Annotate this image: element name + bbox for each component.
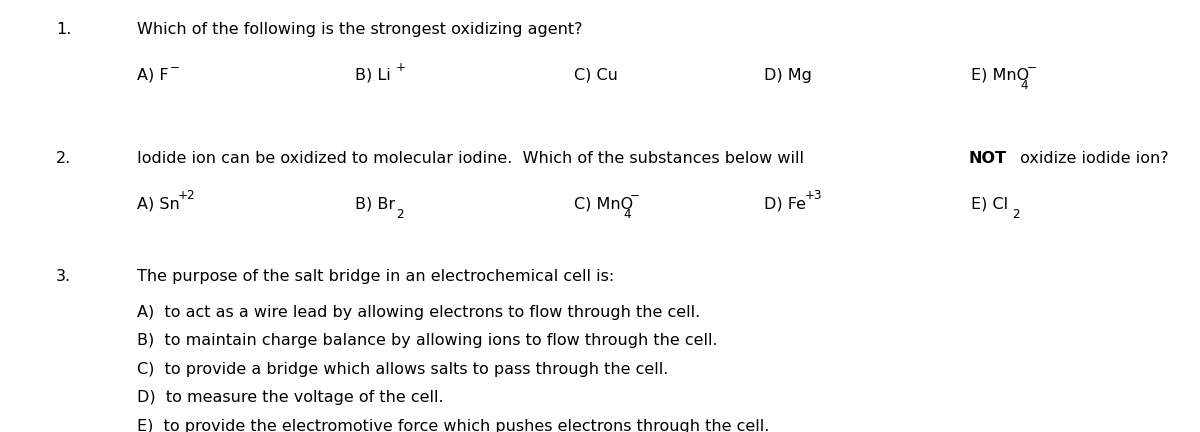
Text: E) MnO: E) MnO — [971, 68, 1030, 83]
Text: C) MnO: C) MnO — [574, 197, 634, 212]
Text: NOT: NOT — [968, 151, 1007, 166]
Text: E) Cl: E) Cl — [971, 197, 1008, 212]
Text: B) Br: B) Br — [355, 197, 395, 212]
Text: A) F: A) F — [137, 68, 168, 83]
Text: A)  to act as a wire lead by allowing electrons to flow through the cell.: A) to act as a wire lead by allowing ele… — [137, 305, 700, 320]
Text: A) Sn: A) Sn — [137, 197, 179, 212]
Text: −: − — [629, 189, 640, 203]
Text: 4: 4 — [623, 208, 631, 221]
Text: 4: 4 — [1020, 79, 1027, 92]
Text: oxidize iodide ion?: oxidize iodide ion? — [1015, 151, 1169, 166]
Text: C)  to provide a bridge which allows salts to pass through the cell.: C) to provide a bridge which allows salt… — [137, 362, 668, 377]
Text: D) Mg: D) Mg — [764, 68, 811, 83]
Text: C) Cu: C) Cu — [574, 68, 618, 83]
Text: 2: 2 — [396, 208, 404, 221]
Text: Iodide ion can be oxidized to molecular iodine.  Which of the substances below w: Iodide ion can be oxidized to molecular … — [137, 151, 809, 166]
Text: 3.: 3. — [56, 269, 71, 284]
Text: The purpose of the salt bridge in an electrochemical cell is:: The purpose of the salt bridge in an ele… — [137, 269, 613, 284]
Text: 2.: 2. — [56, 151, 71, 166]
Text: +2: +2 — [178, 189, 196, 203]
Text: −: − — [1026, 60, 1037, 73]
Text: 1.: 1. — [56, 22, 71, 38]
Text: D)  to measure the voltage of the cell.: D) to measure the voltage of the cell. — [137, 390, 443, 405]
Text: D) Fe: D) Fe — [764, 197, 806, 212]
Text: +: + — [396, 60, 407, 73]
Text: Which of the following is the strongest oxidizing agent?: Which of the following is the strongest … — [137, 22, 582, 38]
Text: 2: 2 — [1012, 208, 1020, 221]
Text: −: − — [169, 60, 179, 73]
Text: B) Li: B) Li — [355, 68, 391, 83]
Text: B)  to maintain charge balance by allowing ions to flow through the cell.: B) to maintain charge balance by allowin… — [137, 334, 718, 348]
Text: E)  to provide the electromotive force which pushes electrons through the cell.: E) to provide the electromotive force wh… — [137, 419, 769, 432]
Text: +3: +3 — [805, 189, 822, 203]
